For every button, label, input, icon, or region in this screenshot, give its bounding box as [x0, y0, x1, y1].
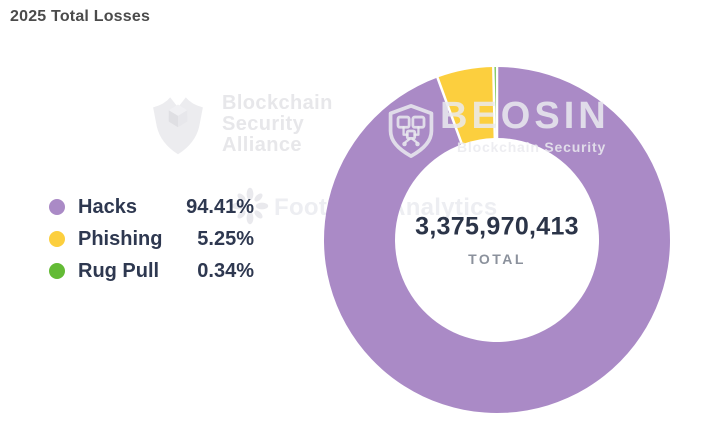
slice-divider	[435, 75, 464, 147]
page-title: 2025 Total Losses	[10, 8, 151, 25]
starburst-petal	[255, 202, 269, 210]
total-label: TOTAL	[468, 251, 526, 267]
legend-swatch-phishing	[49, 231, 65, 247]
donut-center-text: 3,375,970,413	[415, 213, 579, 242]
legend-swatch-rug-pull	[49, 263, 65, 279]
legend-swatch-hacks	[49, 199, 65, 215]
legend-item-hacks: Hacks 94.41%	[49, 191, 254, 223]
legend-item-phishing: Phishing 5.25%	[49, 223, 254, 255]
shield-cube-icon	[153, 97, 203, 155]
bsa-line2: Security	[222, 113, 305, 135]
bsa-line3: Alliance	[222, 134, 302, 156]
starburst-petal	[254, 193, 263, 202]
total-value: 3,375,970,413	[415, 212, 579, 241]
starburst-petal	[254, 210, 263, 219]
legend: Hacks 94.41% Phishing 5.25% Rug Pull 0.3…	[49, 191, 254, 287]
legend-percent-hacks: 94.41%	[186, 195, 254, 218]
legend-percent-rug-pull: 0.34%	[197, 259, 254, 282]
legend-item-rug-pull: Rug Pull 0.34%	[49, 255, 254, 287]
legend-label-hacks: Hacks	[78, 195, 137, 218]
legend-percent-phishing: 5.25%	[197, 227, 254, 250]
legend-label-rug-pull: Rug Pull	[78, 259, 160, 282]
legend-label-phishing: Phishing	[78, 227, 163, 250]
donut-segment-phishing	[437, 67, 495, 145]
bsa-line1: Blockchain	[222, 92, 333, 114]
slice-divider	[492, 65, 497, 141]
bsa-watermark-text: Blockchain Security Alliance	[222, 93, 333, 156]
